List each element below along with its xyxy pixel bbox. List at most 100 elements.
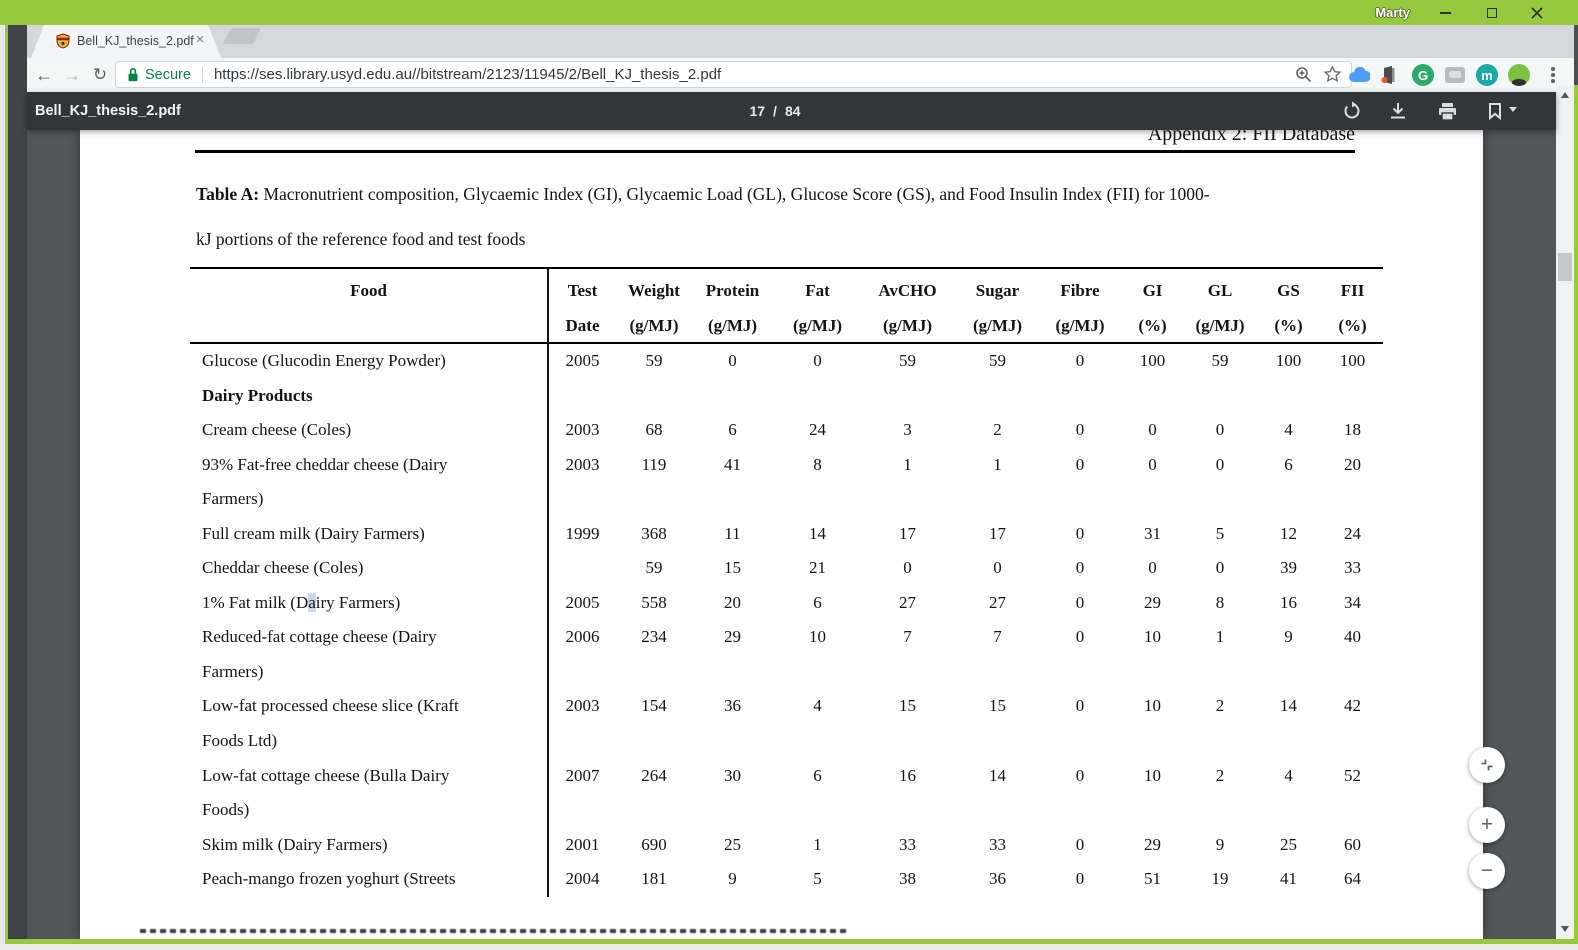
table-caption: Table A: Macronutrient composition, Glyc… — [196, 184, 1210, 204]
download-button[interactable] — [1385, 98, 1411, 124]
value-cell: 119 — [641, 454, 667, 474]
door-extension-icon[interactable] — [1375, 62, 1401, 88]
scroll-down-arrow[interactable] — [1556, 921, 1574, 937]
food-cell: Reduced-fat cottage cheese (Dairy Farmers… — [202, 627, 437, 681]
cloud-extension-icon[interactable] — [1346, 62, 1372, 88]
value-cell: 2 — [1215, 696, 1225, 716]
value-cell — [547, 379, 618, 414]
zoom-in-button[interactable]: + — [1469, 807, 1505, 843]
value-cell: 181 — [641, 869, 667, 889]
value-cell: 36 — [724, 696, 741, 716]
profile-avatar-icon[interactable] — [1506, 62, 1532, 88]
background-window-strip — [8, 25, 27, 939]
value-cell: 12 — [1280, 523, 1297, 543]
mendeley-extension-icon[interactable]: m — [1474, 62, 1500, 88]
value-cell: 59 — [645, 351, 663, 370]
value-cell: 68 — [645, 420, 663, 440]
value-cell: 2005 — [565, 592, 600, 612]
food-cell: Cream cheese (Coles) — [202, 420, 352, 440]
table-row: Skim milk (Dairy Farmers) 2001 690 25 1 33 33 0… — [190, 828, 1383, 863]
value-cell: 38 — [899, 869, 916, 889]
reload-button[interactable]: ↻ — [92, 65, 108, 84]
food-cell: Dairy Products — [202, 385, 313, 405]
value-cell: 0 — [1148, 558, 1157, 578]
value-cell: 0 — [813, 351, 822, 370]
close-icon — [1531, 6, 1543, 19]
minimize-button[interactable] — [1422, 0, 1468, 25]
vertical-scrollbar[interactable] — [1556, 85, 1574, 939]
scroll-up-arrow[interactable] — [1556, 87, 1574, 103]
scrollbar-thumb[interactable] — [1558, 253, 1572, 281]
value-cell — [775, 379, 860, 414]
value-cell: 14 — [1280, 696, 1297, 716]
value-cell: 0 — [1075, 592, 1085, 612]
value-cell: 59 — [899, 351, 916, 370]
zoom-out-button[interactable]: − — [1469, 853, 1505, 889]
value-cell: 24 — [1344, 523, 1361, 543]
value-cell: 0 — [1075, 696, 1085, 716]
rotate-button[interactable] — [1339, 98, 1365, 124]
window-frame-bottom — [5, 939, 1578, 944]
value-cell: 40 — [1344, 627, 1361, 647]
screenshot-extension-icon[interactable] — [1442, 62, 1468, 88]
page-indicator[interactable]: 17 / 84 — [715, 103, 835, 119]
url-separator — [201, 66, 203, 83]
value-cell: 264 — [641, 765, 667, 785]
value-cell: 39 — [1280, 558, 1297, 578]
table-row: 93% Fat-free cheddar cheese (Dairy Farmer… — [190, 448, 1383, 517]
url-text[interactable]: https://ses.library.usyd.edu.au//bitstre… — [213, 66, 722, 83]
close-window-button[interactable] — [1514, 0, 1560, 25]
pdf-document-title: Bell_KJ_thesis_2.pdf — [35, 103, 181, 119]
value-cell — [860, 379, 955, 414]
value-cell: 36 — [989, 869, 1006, 889]
value-cell: 0 — [1215, 420, 1225, 440]
table-caption-label: Table A: — [196, 184, 260, 204]
value-cell: 24 — [809, 420, 826, 440]
new-tab-button[interactable] — [222, 28, 262, 44]
food-cell: Glucose (Glucodin Energy Powder) — [202, 351, 446, 370]
value-cell: 27 — [899, 592, 916, 612]
value-cell: 100 — [1339, 351, 1366, 370]
browser-tab[interactable]: Bell_KJ_thesis_2.pdf × — [31, 25, 221, 58]
value-cell: 42 — [1344, 696, 1361, 716]
value-cell: 10 — [809, 627, 826, 647]
print-button[interactable] — [1434, 98, 1460, 124]
grammarly-extension-icon[interactable]: G — [1410, 62, 1436, 88]
table-row: Low-fat cottage cheese (Bulla Dairy Foods… — [190, 759, 1383, 828]
value-cell: 29 — [1144, 834, 1161, 854]
tab-close-icon[interactable]: × — [195, 31, 205, 48]
window-frame-right — [1574, 85, 1578, 939]
forward-button[interactable]: → — [63, 64, 81, 85]
table-row: 1% Fat milk (Dairy Farmers) 2005 558 20 6 27 2… — [190, 586, 1383, 621]
value-cell: 15 — [989, 696, 1006, 716]
maximize-button[interactable] — [1469, 0, 1515, 25]
column-header-gi: GI (%) — [1138, 281, 1167, 335]
page-zoom-icon[interactable] — [1293, 65, 1313, 85]
address-bar[interactable]: Secure https://ses.library.usyd.edu.au//… — [115, 61, 1352, 88]
value-cell: 6 — [728, 420, 737, 440]
table-body: Glucose (Glucodin Energy Powder) 2005 59 0 0… — [190, 344, 1383, 897]
table-column-divider — [547, 269, 549, 897]
value-cell: 2 — [993, 420, 1002, 440]
column-header-gs: GS (%) — [1274, 281, 1303, 335]
value-cell: 1999 — [565, 523, 600, 543]
value-cell: 9 — [728, 869, 737, 889]
pdf-toolbar: Bell_KJ_thesis_2.pdf 17 / 84 — [27, 92, 1556, 130]
value-cell: 33 — [1344, 558, 1361, 578]
browser-menu-button[interactable] — [1540, 62, 1566, 88]
value-cell: 33 — [989, 834, 1006, 854]
value-cell: 6 — [813, 765, 822, 785]
value-cell: 0 — [1215, 558, 1225, 578]
back-button[interactable]: ← — [35, 64, 53, 85]
bookmark-button[interactable] — [1482, 98, 1508, 124]
fit-to-page-button[interactable] — [1469, 747, 1505, 783]
security-label: Secure — [145, 66, 191, 83]
food-cell: 1% Fat milk (Dairy Farmers) — [202, 592, 401, 612]
value-cell: 1 — [813, 834, 822, 854]
bookmark-star-icon[interactable] — [1322, 65, 1342, 85]
value-cell — [1185, 379, 1255, 414]
bookmark-caret-icon[interactable] — [1509, 107, 1517, 112]
value-cell: 59 — [989, 351, 1006, 370]
value-cell: 100 — [1275, 351, 1302, 370]
tab-title: Bell_KJ_thesis_2.pdf — [77, 34, 194, 48]
